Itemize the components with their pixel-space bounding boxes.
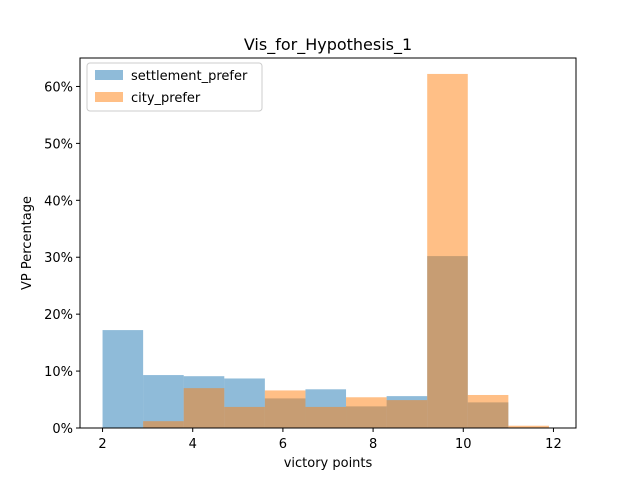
y-tick-label: 60% xyxy=(44,80,73,95)
y-tick-label: 10% xyxy=(44,365,73,380)
y-tick-label: 30% xyxy=(44,251,73,266)
y-tick-label: 20% xyxy=(44,308,73,323)
legend-box xyxy=(86,62,263,112)
legend-label-settlement-prefer: settlement_prefer xyxy=(131,69,248,84)
legend: settlement_prefer city_prefer xyxy=(86,62,263,112)
legend-label-city-prefer: city_prefer xyxy=(131,91,201,106)
bar-city-prefer-6 xyxy=(346,397,387,428)
x-axis: 2 4 6 8 10 12 xyxy=(98,428,562,452)
bar-city-prefer-4 xyxy=(264,390,306,428)
plot-frame xyxy=(79,57,577,429)
y-axis-label: VP Percentage xyxy=(20,196,35,290)
x-tick-label: 4 xyxy=(189,437,197,452)
x-axis-label: victory points xyxy=(284,456,373,471)
x-tick-label: 6 xyxy=(279,437,287,452)
chart-title: Vis_for_Hypothesis_1 xyxy=(244,35,412,55)
bar-city-prefer-8 xyxy=(427,73,468,428)
y-tick-label: 40% xyxy=(44,194,73,209)
bar-city-prefer-9 xyxy=(467,394,509,428)
x-tick-label: 10 xyxy=(455,437,472,452)
legend-swatch-settlement-prefer xyxy=(95,70,123,80)
bar-settlement-prefer-1 xyxy=(143,375,184,428)
x-tick-label: 12 xyxy=(545,437,562,452)
bar-city-prefer-2 xyxy=(183,388,225,428)
y-tick-label: 50% xyxy=(44,137,73,152)
x-tick-label: 2 xyxy=(98,437,106,452)
bar-city-prefer-7 xyxy=(386,400,428,428)
y-axis: 0% 10% 20% 30% 40% 50% 60% xyxy=(44,80,80,437)
bar-city-prefer-1 xyxy=(143,421,184,428)
y-tick-label: 0% xyxy=(52,422,73,437)
bar-city-prefer-5 xyxy=(305,406,347,428)
bar-city-prefer-3 xyxy=(224,406,265,428)
bar-settlement-prefer-0 xyxy=(102,330,144,428)
bar-city-prefer-10 xyxy=(508,425,549,428)
legend-swatch-city-prefer xyxy=(95,92,123,102)
bars-layer xyxy=(102,73,549,428)
x-tick-label: 8 xyxy=(369,437,377,452)
